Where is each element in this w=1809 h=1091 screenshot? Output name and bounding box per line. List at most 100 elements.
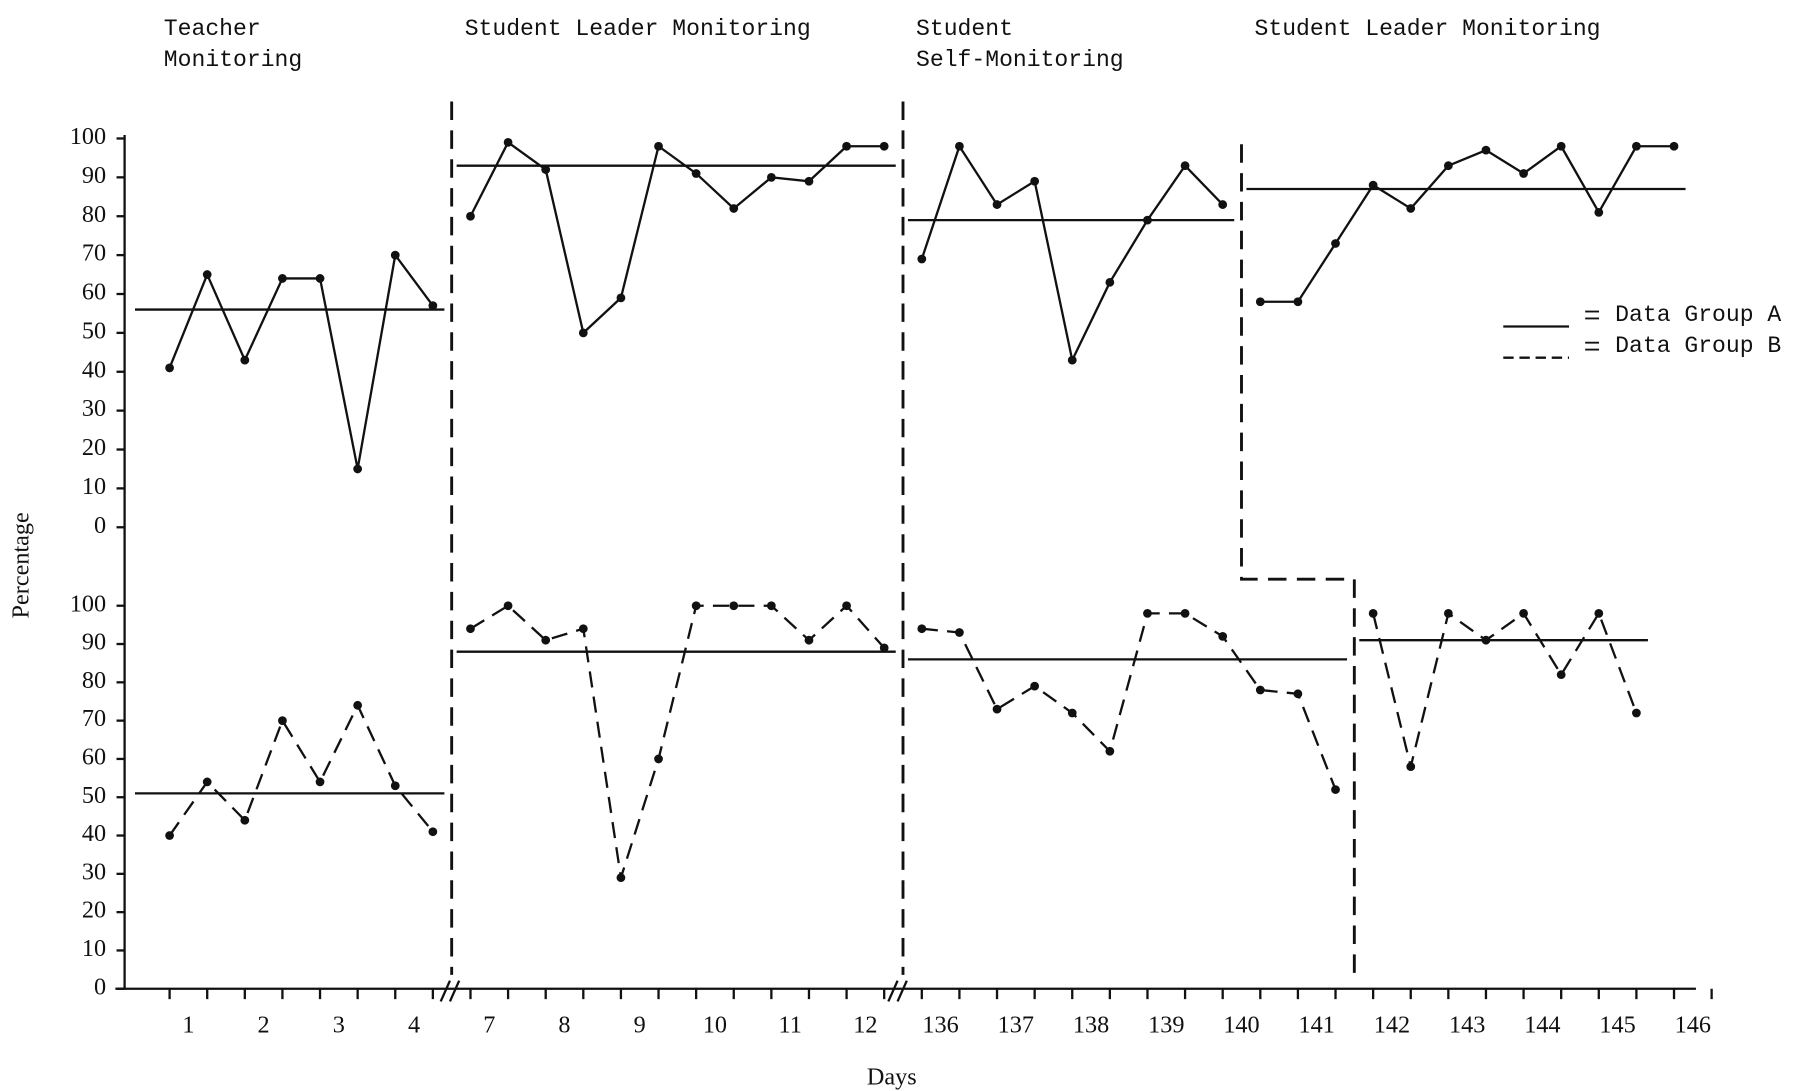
- data-point: [1519, 169, 1528, 178]
- data-point: [654, 141, 663, 151]
- data-point: [691, 601, 701, 611]
- data-point: [1180, 608, 1190, 618]
- y-tick-label: 10: [82, 473, 106, 500]
- legend-label: Data Group A: [1615, 302, 1781, 328]
- data-line: [469, 140, 885, 336]
- x-tick-label: 12: [853, 1011, 877, 1038]
- data-point: [1067, 355, 1077, 365]
- y-tick-label: 70: [82, 240, 106, 267]
- y-tick-label: 70: [82, 705, 106, 732]
- x-tick-label: 146: [1675, 1011, 1711, 1038]
- data-line: [168, 252, 434, 470]
- x-tick-label: 144: [1524, 1011, 1560, 1038]
- data-point: [1105, 746, 1115, 756]
- data-point: [616, 293, 626, 303]
- y-tick-label: 30: [82, 858, 106, 885]
- x-tick-label: 10: [703, 1011, 727, 1038]
- data-point: [879, 643, 889, 653]
- data-line: [920, 143, 1224, 364]
- data-point: [1669, 141, 1679, 151]
- data-point: [1632, 708, 1641, 718]
- data-point: [466, 211, 475, 221]
- y-tick-label: 50: [82, 317, 106, 344]
- data-point: [1218, 631, 1228, 641]
- x-tick-label: 3: [333, 1011, 345, 1038]
- data-point: [992, 200, 1002, 209]
- y-tick-label: 40: [82, 820, 106, 847]
- y-tick-label: 100: [70, 123, 106, 150]
- data-point: [1406, 762, 1416, 771]
- phase-title: Student Leader Monitoring: [465, 16, 811, 42]
- data-point: [353, 700, 363, 710]
- data-point: [917, 624, 927, 634]
- data-point: [804, 635, 814, 645]
- data-point: [955, 141, 964, 151]
- data-point: [1406, 204, 1416, 213]
- x-tick-label: 140: [1223, 1011, 1259, 1038]
- data-point: [1255, 685, 1265, 695]
- data-point: [1030, 681, 1040, 691]
- data-point: [729, 601, 739, 611]
- y-tick-label: 80: [82, 201, 106, 228]
- data-point: [466, 624, 475, 634]
- data-point: [541, 635, 551, 645]
- data-point: [390, 781, 400, 791]
- y-tick-label: 0: [94, 973, 106, 1000]
- data-point: [766, 172, 776, 182]
- x-tick-label: 136: [922, 1011, 958, 1038]
- phase-title: Student Leader Monitoring: [1255, 16, 1601, 42]
- data-point: [1556, 141, 1566, 151]
- data-point: [315, 777, 325, 787]
- data-point: [1556, 670, 1566, 680]
- data-point: [1293, 297, 1303, 307]
- data-point: [1368, 608, 1378, 618]
- data-point: [503, 137, 513, 147]
- phase-divider: [1240, 144, 1356, 981]
- data-point: [165, 363, 174, 373]
- data-point: [578, 328, 588, 338]
- data-point: [1368, 180, 1378, 190]
- data-point: [202, 777, 212, 787]
- data-point: [541, 165, 551, 174]
- y-tick-label: 90: [82, 162, 106, 189]
- data-point: [165, 831, 174, 840]
- y-tick-label: 60: [82, 279, 106, 306]
- y-tick-label: 20: [82, 434, 106, 461]
- x-tick-label: 1: [182, 1011, 194, 1038]
- data-point: [654, 754, 663, 764]
- data-line: [469, 604, 886, 879]
- data-point: [1143, 608, 1152, 618]
- data-line: [1372, 610, 1638, 767]
- y-tick-label: 20: [82, 897, 106, 924]
- data-point: [315, 274, 325, 283]
- data-point: [428, 827, 438, 837]
- data-point: [917, 254, 927, 264]
- data-point: [1255, 297, 1265, 307]
- data-point: [1519, 608, 1528, 618]
- data-point: [240, 815, 250, 825]
- data-point: [240, 355, 250, 365]
- phase-title: Student: [916, 16, 1013, 42]
- x-tick-label: 142: [1374, 1011, 1410, 1038]
- y-tick-label: 80: [82, 667, 106, 694]
- x-tick-label: 9: [634, 1011, 646, 1038]
- data-point: [390, 250, 400, 260]
- data-point: [842, 141, 851, 151]
- x-tick-label: 4: [408, 1011, 420, 1038]
- data-point: [1218, 200, 1228, 209]
- data-point: [1632, 141, 1641, 151]
- data-point: [428, 301, 438, 311]
- data-point: [503, 601, 513, 611]
- data-point: [1331, 785, 1340, 794]
- y-axis-label: Percentage: [8, 512, 35, 618]
- data-point: [1594, 207, 1604, 217]
- data-point: [1067, 708, 1077, 718]
- x-tick-label: 8: [558, 1011, 570, 1038]
- data-point: [278, 274, 287, 283]
- data-point: [955, 628, 964, 637]
- data-point: [353, 464, 363, 474]
- data-point: [729, 204, 739, 213]
- x-tick-label: 137: [998, 1011, 1034, 1038]
- data-line: [168, 702, 434, 837]
